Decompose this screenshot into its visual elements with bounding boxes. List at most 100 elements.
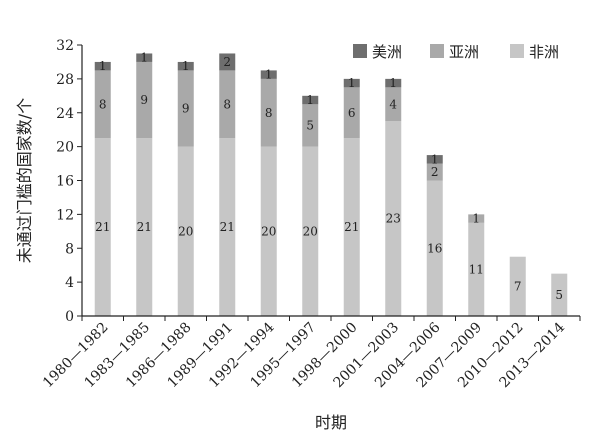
bar-segment xyxy=(343,78,360,88)
legend-label: 亚洲 xyxy=(449,43,479,61)
bar-segment xyxy=(302,104,319,147)
bar-value-label: 1 xyxy=(389,76,397,90)
bar-segment xyxy=(260,70,277,79)
legend-label: 非洲 xyxy=(529,43,559,61)
bar-value-label: 21 xyxy=(344,220,359,234)
bar-segment xyxy=(385,121,402,316)
y-tick-label: 0 xyxy=(65,309,74,325)
bar-group: 23 4 1 xyxy=(385,76,402,316)
bar-segment xyxy=(260,146,277,316)
y-tick-label: 24 xyxy=(56,106,74,122)
bar-segment xyxy=(426,155,443,164)
bar-group: 111 xyxy=(468,212,485,316)
axes xyxy=(81,45,580,317)
legend-item: 非洲 xyxy=(510,43,559,61)
legend-swatch xyxy=(510,44,524,58)
bar-segment xyxy=(177,61,194,71)
bar-segment xyxy=(177,146,194,316)
bar-value-label: 1 xyxy=(348,76,356,90)
bar-value-label: 1 xyxy=(472,212,480,226)
bar-segment xyxy=(509,256,526,316)
bar-segment xyxy=(302,95,319,105)
bar-segment xyxy=(94,70,111,139)
bar-value-label: 4 xyxy=(389,97,397,111)
bar-value-label: 20 xyxy=(261,224,276,238)
bar-group: 21 8 2 xyxy=(219,53,236,316)
bar-value-label: 21 xyxy=(95,220,110,234)
bar-value-label: 7 xyxy=(514,279,522,293)
bar-value-label: 1 xyxy=(306,93,314,107)
bar-value-label: 20 xyxy=(303,224,318,238)
bar-segment xyxy=(94,138,111,316)
bar-value-label: 2 xyxy=(223,55,231,69)
y-tick-label: 20 xyxy=(56,140,74,156)
bar-value-label: 9 xyxy=(182,102,190,116)
bar-segment xyxy=(302,146,319,316)
y-tick-label: 8 xyxy=(65,241,74,257)
bar-value-label: 1 xyxy=(182,59,190,73)
bar-segment xyxy=(385,87,402,122)
bar-value-label: 16 xyxy=(427,241,442,255)
bar-value-label: 8 xyxy=(99,97,107,111)
bar-value-label: 1 xyxy=(99,59,107,73)
bar-value-label: 1 xyxy=(431,152,439,166)
bar-value-label: 1 xyxy=(140,51,148,65)
y-tick-label: 4 xyxy=(65,275,74,291)
y-tick-label: 28 xyxy=(56,72,74,88)
legend-item: 亚洲 xyxy=(430,43,479,61)
bar-group: 7 xyxy=(509,256,526,316)
bar-segment xyxy=(385,78,402,88)
bar-groups: 2181219120912182208120512161234116211117… xyxy=(94,51,568,316)
bar-group: 5 xyxy=(551,273,568,316)
bar-segment xyxy=(468,222,485,316)
bar-value-label: 23 xyxy=(386,212,401,226)
bar-value-label: 21 xyxy=(137,220,152,234)
bar-segment xyxy=(219,70,236,139)
bar-segment xyxy=(219,53,236,71)
legend-swatch xyxy=(353,44,367,58)
legend-item: 美洲 xyxy=(353,43,402,61)
y-tick-label: 12 xyxy=(56,207,74,223)
bar-segment xyxy=(260,78,277,147)
bar-segment xyxy=(136,138,153,316)
bar-segment xyxy=(426,163,443,181)
bar-segment xyxy=(343,138,360,316)
x-axis-ticks: 1980—19821983—19851986—19881989—19911992… xyxy=(40,316,581,391)
bar-group: 21 9 1 xyxy=(136,51,153,316)
bar-value-label: 1 xyxy=(265,68,273,82)
bar-segment xyxy=(136,53,153,62)
bar-segment xyxy=(468,214,485,223)
bar-value-label: 6 xyxy=(348,106,356,120)
bar-value-label: 20 xyxy=(178,224,193,238)
bar-segment xyxy=(343,87,360,139)
x-axis-title: 时期 xyxy=(315,413,347,432)
legend: 美洲 亚洲 非洲 xyxy=(353,43,559,61)
bar-segment xyxy=(551,273,568,316)
bar-value-label: 5 xyxy=(555,288,563,302)
y-tick-label: 16 xyxy=(56,174,74,190)
bar-segment xyxy=(177,70,194,147)
y-axis-title: 未通过门槛的国家数/个 xyxy=(15,98,34,263)
bar-group: 21 8 1 xyxy=(94,59,111,316)
bar-value-label: 2 xyxy=(431,165,439,179)
legend-label: 美洲 xyxy=(372,43,402,61)
bar-segment xyxy=(94,61,111,71)
bar-value-label: 8 xyxy=(223,97,231,111)
legend-swatch xyxy=(430,44,444,58)
bar-group: 21 6 1 xyxy=(343,76,360,316)
bar-value-label: 21 xyxy=(220,220,235,234)
bar-value-label: 8 xyxy=(265,106,273,120)
bar-value-label: 5 xyxy=(306,118,314,132)
bar-value-label: 9 xyxy=(140,93,148,107)
bar-value-label: 11 xyxy=(469,262,484,276)
y-tick-label: 32 xyxy=(56,38,74,54)
y-axis-ticks: 0 4 8 12 16 20 24 28 32 xyxy=(56,38,82,325)
bar-segment xyxy=(426,180,443,316)
bar-segment xyxy=(219,138,236,316)
bar-segment xyxy=(136,61,153,139)
